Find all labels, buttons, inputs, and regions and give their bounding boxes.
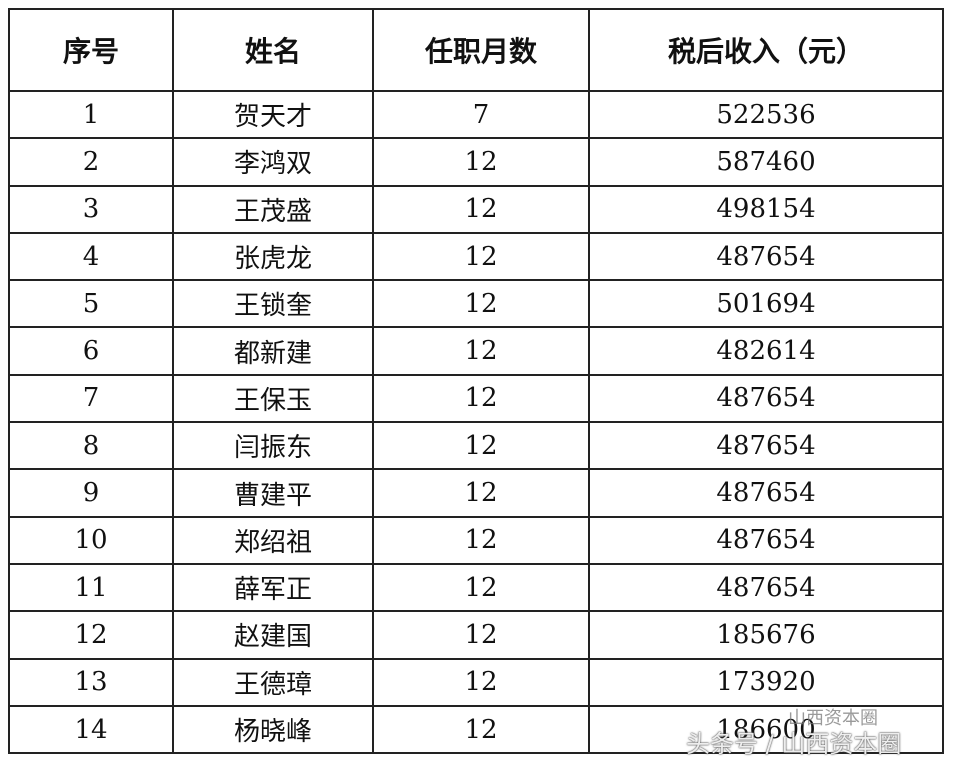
table-cell: 6 [8, 326, 174, 376]
table-cell: 12 [372, 610, 590, 660]
table-cell: 王德璋 [172, 657, 374, 707]
table-cell: 12 [372, 279, 590, 329]
table-cell: 9 [8, 468, 174, 518]
table-cell: 张虎龙 [172, 231, 374, 282]
table-cell: 7 [8, 373, 174, 424]
table-cell: 曹建平 [172, 468, 374, 518]
table-cell: 11 [8, 562, 174, 613]
table-cell: 12 [372, 515, 590, 565]
table-cell: 5 [8, 279, 174, 329]
table-cell: 482614 [588, 326, 944, 376]
table-row: 9 曹建平 12 487654 [8, 468, 944, 518]
table-cell: 185676 [588, 610, 944, 660]
watermark-large: 头条号 / 山西资本圈 [686, 730, 902, 758]
table-cell: 12 [372, 373, 590, 424]
table-cell: 12 [372, 326, 590, 376]
table-row: 8 闫振东 12 487654 [8, 421, 944, 471]
header-row: 序号 姓名 任职月数 税后收入（元） [8, 8, 944, 92]
table-cell: 贺天才 [172, 89, 374, 140]
table-cell: 薛军正 [172, 562, 374, 613]
table-cell: 2 [8, 137, 174, 187]
watermark-small: 山西资本圈 [788, 708, 878, 729]
table-cell: 12 [372, 137, 590, 187]
table-cell: 14 [8, 704, 174, 755]
table-row: 10 郑绍祖 12 487654 [8, 515, 944, 565]
table-cell: 王锁奎 [172, 279, 374, 329]
table-row: 14 杨晓峰 12 186600 [8, 704, 944, 755]
table-cell: 闫振东 [172, 421, 374, 471]
table-row: 12 赵建国 12 185676 [8, 610, 944, 660]
table-cell: 12 [372, 421, 590, 471]
table-cell: 4 [8, 231, 174, 282]
table-row: 7 王保玉 12 487654 [8, 373, 944, 424]
table-cell: 487654 [588, 231, 944, 282]
table-cell: 赵建国 [172, 610, 374, 660]
table-cell: 487654 [588, 373, 944, 424]
header-cell: 序号 [8, 8, 174, 92]
header-cell: 任职月数 [372, 8, 590, 92]
table-cell: 杨晓峰 [172, 704, 374, 755]
table-cell: 487654 [588, 515, 944, 565]
table-cell: 1 [8, 89, 174, 140]
table-row: 5 王锁奎 12 501694 [8, 279, 944, 329]
table-cell: 13 [8, 657, 174, 707]
table-cell: 都新建 [172, 326, 374, 376]
table-body: 1 贺天才 7 522536 2 李鸿双 12 587460 3 王茂盛 12 498154 4 张虎龙 1… [8, 89, 944, 755]
table-cell: 3 [8, 184, 174, 234]
table-cell: 12 [372, 231, 590, 282]
table-cell: 王保玉 [172, 373, 374, 424]
table-cell: 501694 [588, 279, 944, 329]
table-row: 11 薛军正 12 487654 [8, 562, 944, 613]
table-cell: 李鸿双 [172, 137, 374, 187]
table-row: 4 张虎龙 12 487654 [8, 231, 944, 282]
table-row: 1 贺天才 7 522536 [8, 89, 944, 140]
table-row: 2 李鸿双 12 587460 [8, 137, 944, 187]
table-cell: 487654 [588, 421, 944, 471]
table-cell: 10 [8, 515, 174, 565]
table-cell: 487654 [588, 468, 944, 518]
table-cell: 487654 [588, 562, 944, 613]
table-row: 3 王茂盛 12 498154 [8, 184, 944, 234]
table-cell: 522536 [588, 89, 944, 140]
table-row: 13 王德璋 12 173920 [8, 657, 944, 707]
table-cell: 12 [372, 657, 590, 707]
table-cell: 173920 [588, 657, 944, 707]
header-cell: 税后收入（元） [588, 8, 944, 92]
table-cell: 587460 [588, 137, 944, 187]
header-cell: 姓名 [172, 8, 374, 92]
table-cell: 8 [8, 421, 174, 471]
table-cell: 郑绍祖 [172, 515, 374, 565]
table-cell: 498154 [588, 184, 944, 234]
table-cell: 7 [372, 89, 590, 140]
table-row: 6 都新建 12 482614 [8, 326, 944, 376]
table-cell: 12 [372, 704, 590, 755]
table-cell: 12 [372, 468, 590, 518]
income-table: 序号 姓名 任职月数 税后收入（元） 1 贺天才 7 522536 2 李鸿双 12 587460 3… [8, 8, 944, 755]
table-cell: 王茂盛 [172, 184, 374, 234]
table-cell: 12 [8, 610, 174, 660]
table-cell: 186600 [588, 704, 944, 755]
table-cell: 12 [372, 562, 590, 613]
table-cell: 12 [372, 184, 590, 234]
